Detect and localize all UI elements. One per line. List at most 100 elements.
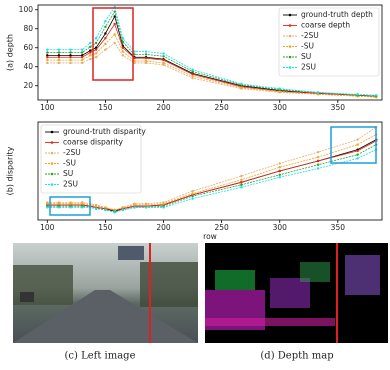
- data-point: [89, 54, 92, 57]
- legend-label: -SU: [301, 42, 314, 51]
- data-point: [191, 70, 194, 73]
- x-tick-label: 350: [331, 103, 346, 112]
- data-point: [162, 63, 165, 67]
- data-point: [121, 46, 125, 49]
- data-point: [133, 50, 136, 53]
- series-line: [47, 134, 377, 212]
- legend-marker: [288, 55, 292, 59]
- data-point: [94, 52, 98, 55]
- data-point: [144, 53, 148, 56]
- series-line: [47, 33, 377, 98]
- data-point: [191, 197, 194, 200]
- data-point: [316, 155, 320, 159]
- data-point: [69, 61, 72, 65]
- data-point: [57, 206, 61, 209]
- x-tick-label: 100: [40, 103, 55, 112]
- data-point: [191, 73, 194, 76]
- highlight-box: [92, 7, 134, 81]
- data-point: [69, 58, 72, 62]
- data-point: [316, 93, 320, 96]
- legend-label: ground-truth depth: [301, 10, 373, 19]
- data-point: [356, 143, 359, 146]
- data-point: [57, 54, 61, 57]
- data-point: [121, 50, 125, 53]
- y-tick-label: 20: [23, 81, 33, 90]
- data-point: [89, 45, 92, 48]
- data-point: [46, 58, 49, 62]
- data-point: [191, 75, 194, 78]
- data-point: [94, 41, 98, 45]
- data-point: [80, 58, 84, 62]
- data-point: [316, 91, 320, 94]
- left-image: [13, 243, 198, 343]
- y-tick-label: 60: [23, 43, 33, 52]
- legend-label: ground-truth disparity: [63, 127, 146, 136]
- legend-label: -2SU: [63, 148, 81, 157]
- data-point: [133, 57, 136, 60]
- data-point: [162, 206, 165, 209]
- x-tick-label: 300: [273, 103, 288, 112]
- series-line: [47, 10, 377, 97]
- depth-map-image: [205, 243, 388, 343]
- data-point: [240, 82, 243, 86]
- data-point: [278, 87, 281, 90]
- data-point: [89, 49, 92, 52]
- data-point: [80, 54, 84, 57]
- data-point: [80, 202, 84, 205]
- data-point: [69, 54, 72, 57]
- data-point: [69, 48, 72, 51]
- data-point: [57, 202, 61, 205]
- y-tick-label: 40: [23, 62, 33, 71]
- legend-marker: [288, 66, 292, 69]
- data-point: [278, 169, 281, 173]
- data-point: [46, 206, 49, 209]
- data-point: [191, 189, 194, 193]
- series-line: [47, 15, 377, 97]
- data-point: [94, 207, 98, 210]
- data-point: [316, 167, 320, 170]
- y-tick-label: 100: [19, 5, 34, 14]
- data-point: [144, 59, 148, 63]
- data-point: [104, 208, 107, 212]
- data-point: [191, 194, 194, 198]
- y-tick-label: 80: [23, 24, 33, 33]
- legend-marker: [288, 34, 292, 38]
- data-point: [144, 50, 148, 53]
- legend-marker: [50, 162, 54, 165]
- series-line: [47, 149, 377, 213]
- data-point: [278, 162, 281, 165]
- data-point: [80, 48, 84, 51]
- data-point: [240, 181, 243, 184]
- data-point: [46, 48, 49, 51]
- legend-label: SU: [301, 52, 311, 61]
- data-point: [94, 37, 98, 40]
- data-point: [69, 206, 72, 209]
- data-point: [162, 61, 165, 65]
- data-point: [121, 54, 125, 57]
- x-tick-label: 250: [214, 223, 229, 232]
- data-point: [144, 203, 148, 207]
- data-point: [57, 56, 61, 59]
- data-point: [113, 41, 116, 45]
- data-point: [94, 56, 98, 59]
- data-point: [104, 206, 107, 209]
- data-point: [121, 37, 125, 40]
- data-point: [46, 202, 49, 205]
- data-point: [113, 33, 116, 36]
- data-point: [191, 68, 194, 71]
- y-axis-label: (b) disparity: [6, 146, 15, 195]
- x-tick-label: 250: [214, 103, 229, 112]
- legend-marker: [50, 130, 54, 134]
- data-point: [89, 51, 92, 54]
- data-point: [144, 57, 148, 60]
- data-point: [57, 61, 61, 65]
- data-point: [89, 41, 92, 45]
- x-tick-label: 300: [273, 223, 288, 232]
- data-point: [240, 183, 243, 187]
- data-point: [46, 54, 49, 57]
- data-point: [46, 61, 49, 65]
- data-point: [240, 178, 243, 181]
- data-point: [69, 202, 72, 205]
- legend-label: coarse disparity: [63, 138, 124, 147]
